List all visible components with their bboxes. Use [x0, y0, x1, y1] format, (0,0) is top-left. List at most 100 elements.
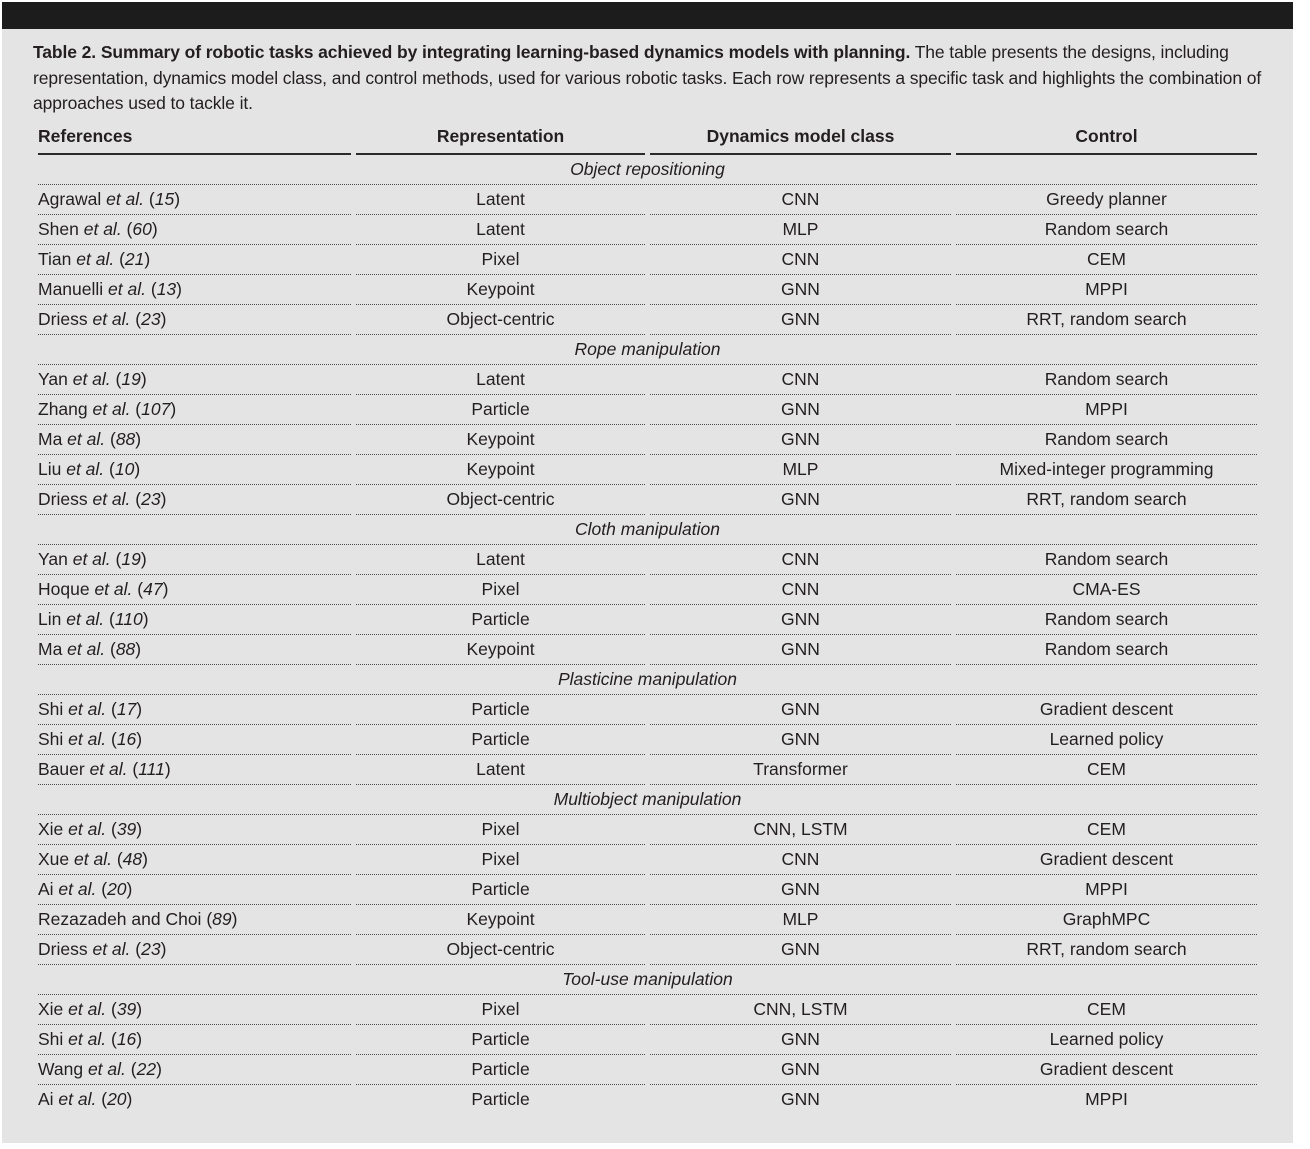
representation-cell: Particle — [356, 875, 645, 905]
dynamics-model-class-cell: GNN — [649, 1025, 951, 1055]
caption-title: Table 2. Summary of robotic tasks achiev… — [33, 42, 911, 62]
representation-cell: Particle — [356, 1025, 645, 1055]
table-row: Tian et al. (21) Pixel CNN CEM — [38, 245, 1257, 275]
representation-cell: Latent — [356, 755, 645, 785]
reference-cell: Shi et al. (17) — [38, 695, 352, 725]
table-row: Xue et al. (48) Pixel CNN Gradient descent — [38, 845, 1257, 875]
representation-cell: Latent — [356, 365, 645, 395]
table-row: Shi et al. (17) Particle GNN Gradient desce… — [38, 695, 1257, 725]
dynamics-model-class-cell: MLP — [649, 905, 951, 935]
reference-cell: Bauer et al. (111) — [38, 755, 352, 785]
reference-cell: Ai et al. (20) — [38, 1088, 133, 1109]
control-cell: Random search — [955, 545, 1257, 575]
representation-cell: Particle — [356, 1055, 645, 1085]
reference-cell: Rezazadeh and Choi (89) — [38, 905, 352, 935]
reference-cell: Xie et al. (39) — [38, 815, 352, 845]
section-header-row: Object repositioning — [38, 155, 1257, 185]
section-title: Cloth manipulation — [38, 515, 1257, 545]
control-cell: Random search — [955, 365, 1257, 395]
control-cell: Random search — [955, 605, 1257, 635]
reference-cell: Xue et al. (48) — [38, 845, 352, 875]
table-row: Ma et al. (88) Keypoint GNN Random search — [38, 635, 1257, 665]
control-cell: CEM — [955, 815, 1257, 845]
representation-cell: Pixel — [356, 845, 645, 875]
control-cell: Mixed-integer programming — [955, 455, 1257, 485]
table-row: Agrawal et al. (15) Latent CNN Greedy plann… — [38, 185, 1257, 215]
dynamics-model-class-cell: GNN — [781, 1088, 820, 1109]
dynamics-model-class-cell: CNN — [649, 245, 951, 275]
dynamics-model-class-cell: GNN — [649, 1055, 951, 1085]
representation-cell: Object-centric — [356, 935, 645, 965]
representation-cell: Pixel — [356, 995, 645, 1025]
table-row: Liu et al. (10) Keypoint MLP Mixed-integer … — [38, 455, 1257, 485]
dynamics-model-class-cell: CNN, LSTM — [649, 815, 951, 845]
column-header-representation: Representation — [356, 119, 645, 155]
table-row: Manuelli et al. (13) Keypoint GNN MPPI — [38, 275, 1257, 305]
reference-cell: Shi et al. (16) — [38, 725, 352, 755]
representation-cell: Keypoint — [356, 905, 645, 935]
reference-cell: Wang et al. (22) — [38, 1055, 352, 1085]
dynamics-model-class-cell: GNN — [649, 395, 951, 425]
representation-cell: Keypoint — [356, 275, 645, 305]
section-title: Rope manipulation — [38, 335, 1257, 365]
control-cell: Random search — [955, 635, 1257, 665]
representation-cell: Latent — [356, 545, 645, 575]
control-cell: Gradient descent — [955, 1055, 1257, 1085]
dynamics-model-class-cell: CNN, LSTM — [649, 995, 951, 1025]
section-title: Plasticine manipulation — [38, 665, 1257, 695]
table-row: Hoque et al. (47) Pixel CNN CMA-ES — [38, 575, 1257, 605]
control-cell: Gradient descent — [955, 845, 1257, 875]
reference-cell: Manuelli et al. (13) — [38, 275, 352, 305]
section-header-row: Multiobject manipulation — [38, 785, 1257, 815]
table-row: Ai et al. (20) Particle GNN MPPI — [38, 1085, 1257, 1114]
table-caption: Table 2. Summary of robotic tasks achiev… — [33, 29, 1262, 117]
reference-cell: Yan et al. (19) — [38, 365, 352, 395]
column-header-references: References — [38, 119, 352, 155]
representation-cell: Keypoint — [356, 455, 645, 485]
control-cell: RRT, random search — [955, 935, 1257, 965]
control-cell: Gradient descent — [955, 695, 1257, 725]
dynamics-model-class-cell: Transformer — [649, 755, 951, 785]
representation-cell: Particle — [356, 725, 645, 755]
representation-cell: Particle — [356, 395, 645, 425]
representation-cell: Object-centric — [356, 485, 645, 515]
dynamics-model-class-cell: CNN — [649, 845, 951, 875]
table-row: Yan et al. (19) Latent CNN Random search — [38, 365, 1257, 395]
control-cell: Random search — [955, 425, 1257, 455]
representation-cell: Particle — [356, 695, 645, 725]
control-cell: CEM — [955, 245, 1257, 275]
control-cell: Learned policy — [955, 725, 1257, 755]
reference-cell: Ai et al. (20) — [38, 875, 352, 905]
column-header-dynamics-model-class: Dynamics model class — [649, 119, 951, 155]
dynamics-model-class-cell: GNN — [649, 605, 951, 635]
section-title: Tool-use manipulation — [38, 965, 1257, 995]
control-cell: RRT, random search — [955, 305, 1257, 335]
reference-cell: Driess et al. (23) — [38, 485, 352, 515]
representation-cell: Latent — [356, 185, 645, 215]
table-row: Ma et al. (88) Keypoint GNN Random search — [38, 425, 1257, 455]
table-row: Zhang et al. (107) Particle GNN MPPI — [38, 395, 1257, 425]
section-header-row: Rope manipulation — [38, 335, 1257, 365]
representation-cell: Particle — [356, 605, 645, 635]
control-cell: Greedy planner — [955, 185, 1257, 215]
control-cell: MPPI — [955, 275, 1257, 305]
control-cell: Random search — [955, 215, 1257, 245]
dynamics-model-class-cell: GNN — [649, 425, 951, 455]
table-row: Driess et al. (23) Object-centric GNN RRT, … — [38, 935, 1257, 965]
reference-cell: Shen et al. (60) — [38, 215, 352, 245]
control-cell: Learned policy — [955, 1025, 1257, 1055]
dynamics-model-class-cell: MLP — [649, 215, 951, 245]
representation-cell: Pixel — [356, 245, 645, 275]
section-title: Multiobject manipulation — [38, 785, 1257, 815]
reference-cell: Tian et al. (21) — [38, 245, 352, 275]
reference-cell: Zhang et al. (107) — [38, 395, 352, 425]
control-cell: MPPI — [955, 395, 1257, 425]
dynamics-model-class-cell: GNN — [649, 695, 951, 725]
table-row: Xie et al. (39) Pixel CNN, LSTM CEM — [38, 995, 1257, 1025]
dynamics-model-class-cell: GNN — [649, 875, 951, 905]
representation-cell: Keypoint — [356, 635, 645, 665]
table-row: Lin et al. (110) Particle GNN Random search — [38, 605, 1257, 635]
table-panel: Table 2. Summary of robotic tasks achiev… — [2, 29, 1293, 1143]
section-header-row: Plasticine manipulation — [38, 665, 1257, 695]
control-cell: RRT, random search — [955, 485, 1257, 515]
